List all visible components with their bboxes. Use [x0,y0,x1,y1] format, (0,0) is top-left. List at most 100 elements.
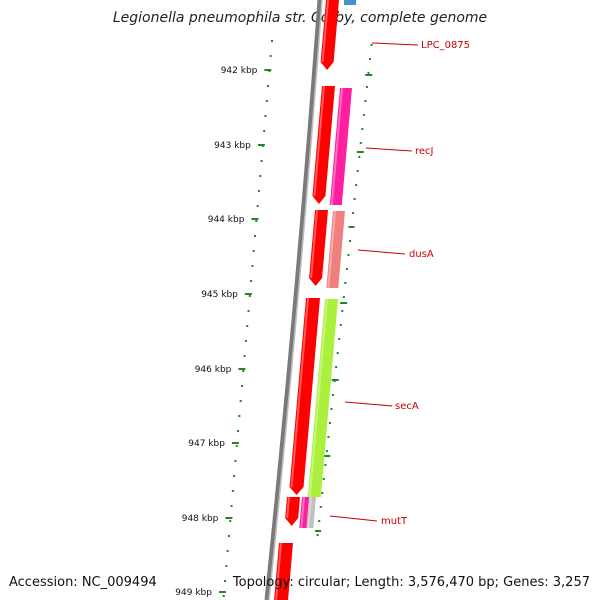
kbp-tick-label: 947 kbp [188,439,225,449]
axis-dot [224,580,227,582]
track-tick [365,74,373,76]
track-dot [370,44,373,46]
axis-dot [226,550,229,552]
track-dot [318,520,321,522]
axis-dot [248,295,251,297]
axis-dot [230,505,233,507]
track-dot [344,282,347,284]
kbp-tick-label: 944 kbp [208,215,245,225]
cds-feature [309,210,328,286]
gene-label[interactable]: secA [395,401,419,412]
accession-text: Accession: NC_009494 [9,575,157,590]
feature-highlight [300,496,305,529]
axis-dot [256,205,259,207]
axis-dot [239,400,242,402]
label-leader-line [357,249,406,255]
kbp-tick [251,218,259,220]
track-dot [324,464,327,466]
track-tick [340,302,348,304]
axis-dot [265,100,268,102]
axis-dot [246,325,249,327]
axis-dot [267,85,270,87]
position-axis-dots [222,40,273,597]
track-dot [341,310,344,312]
cds-feature [285,497,300,526]
track-dot [319,506,322,508]
feature-highlight [286,496,290,519]
track-dot [355,184,358,186]
track-dot [356,170,359,172]
backbone-highlight [268,0,323,600]
axis-dot [225,565,228,567]
kbp-tick [238,368,246,370]
axis-dot [269,55,272,57]
gene-feature [306,497,316,528]
gene-label[interactable]: mutT [381,516,408,527]
axis-dot [252,250,255,252]
axis-dot [242,370,245,372]
axis-dot [227,535,230,537]
track-tick [315,530,322,532]
axis-dot [264,115,267,117]
axis-dot [237,430,240,432]
axis-dot [263,130,266,132]
feature-highlight [307,496,312,529]
axis-dot [244,340,247,342]
kbp-tick-label: 946 kbp [195,365,232,375]
track-tick [356,151,364,153]
track-tick [348,226,355,228]
track-tick [331,379,339,381]
axis-dot [243,355,246,357]
axis-dot [250,280,253,282]
axis-dot [231,490,234,492]
gene-labels: LPC_0875 recJ dusA secA mutT [329,40,470,527]
label-leader-line [344,401,393,407]
track-dot [322,478,325,480]
gene-label[interactable]: recJ [415,146,434,157]
gene-features [274,0,356,600]
axis-dot [229,520,232,522]
kbp-tick [231,442,239,444]
axis-dot [255,220,258,222]
track-dot [353,198,356,200]
gene-feature [344,0,356,5]
axis-dot [259,175,262,177]
cds-feature [289,298,320,495]
axis-dot [235,445,238,447]
genome-summary-text: Topology: circular; Length: 3,576,470 bp… [232,575,590,590]
track-dot [359,142,362,144]
axis-dot [254,235,257,237]
kbp-tick-label: 945 kbp [201,290,238,300]
track-dot [345,268,348,270]
track-dot [342,296,345,298]
track-dot [327,436,330,438]
kbp-tick-label: 948 kbp [182,514,219,524]
feature-highlight [308,298,328,498]
feature-highlight [275,542,282,600]
feature-highlight [327,210,336,289]
track-dot [347,254,350,256]
map-title: Legionella pneumophila str. Corby, compl… [112,10,488,26]
gene-label[interactable]: dusA [409,249,434,260]
track-tick [323,455,331,457]
axis-dot [238,415,241,417]
feature-highlight [313,85,325,197]
inner-dot-track [315,44,373,536]
cds-feature [274,543,293,600]
track-dot [338,338,341,340]
axis-dot [257,190,260,192]
track-dot [336,352,339,354]
gene-feature [329,88,352,205]
feature-highlight [290,297,309,488]
gene-label[interactable]: LPC_0875 [421,40,470,51]
axis-dot [251,265,254,267]
kbp-tick [218,591,226,593]
feature-highlight [321,0,329,63]
genome-backbone [264,0,323,600]
cds-feature [320,0,339,70]
track-dot [332,394,335,396]
kbp-tick [225,517,233,519]
kbp-tick [244,293,252,295]
track-dot [361,128,364,130]
